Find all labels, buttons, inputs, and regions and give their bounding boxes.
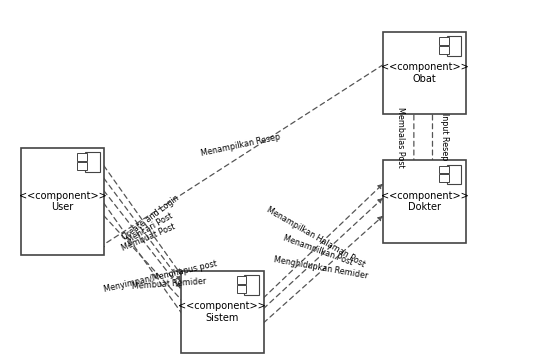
Bar <box>244 275 259 295</box>
Bar <box>383 32 466 114</box>
Bar <box>237 276 247 284</box>
Bar <box>85 152 100 172</box>
Bar <box>77 153 87 161</box>
Text: Create and Login: Create and Login <box>121 193 181 242</box>
Bar <box>383 160 466 243</box>
Text: Membuat Remider: Membuat Remider <box>132 276 207 291</box>
Text: Menghidupkan Remider: Menghidupkan Remider <box>273 256 369 281</box>
Bar <box>77 162 87 170</box>
Text: Menyimpan/Menghapus post: Menyimpan/Menghapus post <box>103 260 218 294</box>
Bar <box>21 148 104 255</box>
Text: Mencari Post: Mencari Post <box>125 211 174 244</box>
Bar <box>439 175 449 182</box>
Text: Menampilkan Resep: Menampilkan Resep <box>200 133 281 158</box>
Text: <<component>>
Obat: <<component>> Obat <box>380 62 468 84</box>
Text: <<component>>
Sistem: <<component>> Sistem <box>178 301 266 323</box>
Bar <box>181 271 264 353</box>
Text: Membalas Post: Membalas Post <box>396 107 405 167</box>
Bar <box>447 165 462 184</box>
Text: Membuat Post: Membuat Post <box>120 222 176 253</box>
Text: Menampilkan Halaman Post: Menampilkan Halaman Post <box>265 205 366 269</box>
Bar <box>447 36 462 56</box>
Bar <box>439 166 449 174</box>
Bar <box>237 285 247 293</box>
Text: Input Resep: Input Resep <box>440 113 449 161</box>
Text: <<component>>
Dokter: <<component>> Dokter <box>380 191 468 212</box>
Text: <<component>>
User: <<component>> User <box>19 191 106 212</box>
Text: Menampilkan Post: Menampilkan Post <box>282 234 354 267</box>
Bar <box>439 37 449 45</box>
Bar <box>439 46 449 54</box>
